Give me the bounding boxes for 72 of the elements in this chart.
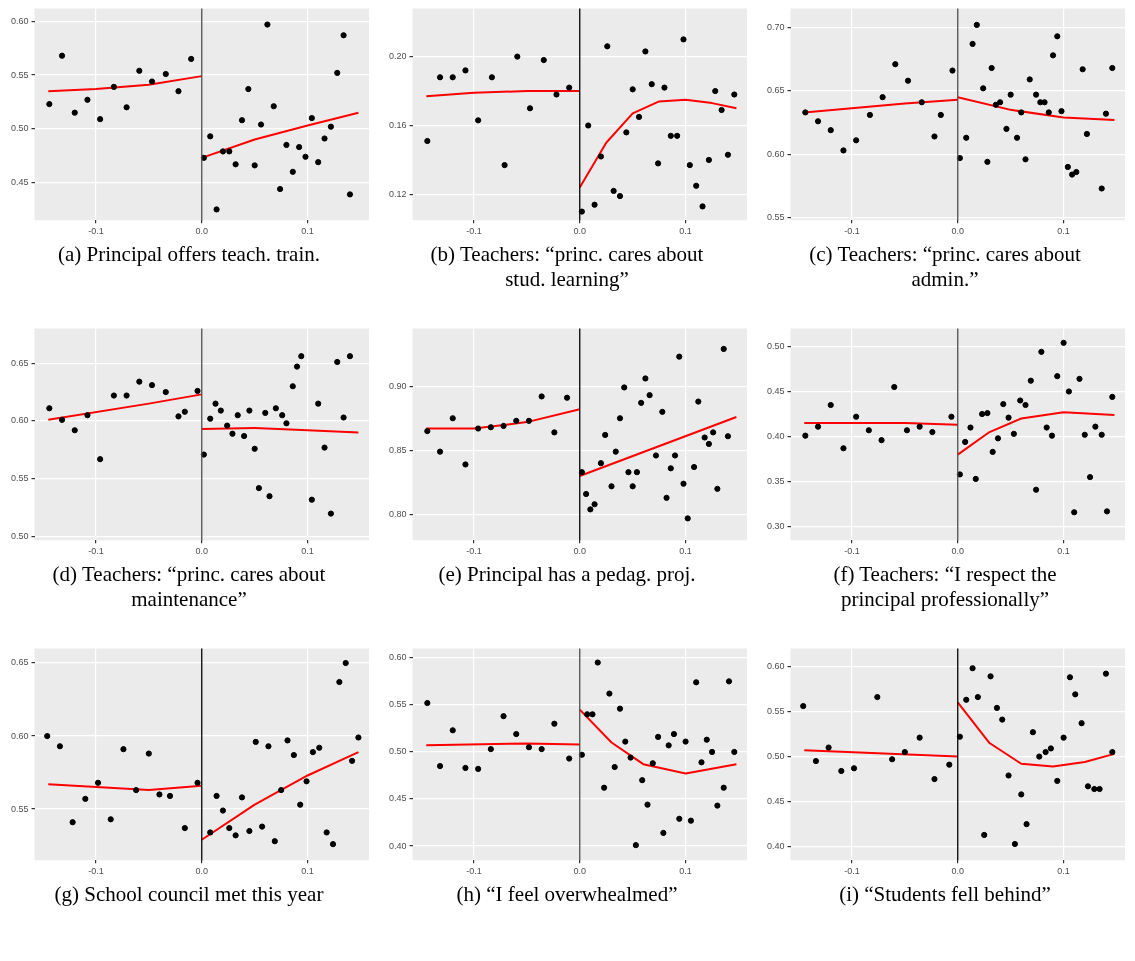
y-tick-label: 0.55 bbox=[10, 473, 29, 484]
y-tick-label: 0.55 bbox=[766, 212, 785, 223]
y-tick-label: 0.45 bbox=[766, 796, 785, 807]
text: (g) School council met this year bbox=[53, 882, 325, 907]
x-tick-label: 0.1 bbox=[301, 546, 314, 557]
x-tick-label: 0.0 bbox=[195, 866, 209, 877]
x-tick-label: -0.1 bbox=[88, 866, 104, 877]
y-tick-label: 0.50 bbox=[766, 751, 785, 762]
y-tick-label: 0.60 bbox=[766, 148, 785, 159]
x-tick-label: 0.0 bbox=[951, 226, 965, 237]
y-tick-label: 0.16 bbox=[388, 119, 407, 130]
x-tick-label: -0.1 bbox=[466, 546, 482, 557]
y-tick-label: 0.60 bbox=[10, 15, 29, 26]
x-tick-label: -0.1 bbox=[844, 226, 860, 237]
text: (f) Teachers: “I respect the principal professionally” bbox=[832, 562, 1058, 612]
x-tick-label: 0.1 bbox=[1057, 226, 1070, 237]
y-tick-label: 0.65 bbox=[10, 657, 29, 668]
x-tick-label: -0.1 bbox=[844, 866, 860, 877]
x-tick-label: -0.1 bbox=[466, 866, 482, 877]
y-tick-label: 0.30 bbox=[766, 521, 785, 532]
y-tick-label: 0.50 bbox=[10, 531, 29, 542]
y-tick-label: 0.90 bbox=[388, 380, 407, 391]
y-tick-label: 0.40 bbox=[766, 431, 785, 442]
y-tick-label: 0.65 bbox=[10, 357, 29, 368]
text: (i) “Students fell behind” bbox=[838, 882, 1052, 907]
y-tick-label: 0.50 bbox=[388, 746, 407, 757]
x-tick-label: 0.1 bbox=[1057, 866, 1070, 877]
x-tick-label: -0.1 bbox=[466, 226, 482, 237]
x-tick-label: 0.1 bbox=[301, 866, 314, 877]
y-tick-label: 0.70 bbox=[766, 21, 785, 32]
text: (h) “I feel overwhealmed” bbox=[455, 882, 679, 907]
text: (c) Teachers: “princ. cares about admin.” bbox=[808, 242, 1082, 292]
y-tick-label: 0.50 bbox=[10, 123, 29, 134]
x-tick-label: 0.1 bbox=[301, 226, 314, 237]
text: (b) Teachers: “princ. cares about stud. learning” bbox=[429, 242, 705, 292]
y-tick-label: 0.60 bbox=[10, 730, 29, 741]
text: (d) Teachers: “princ. cares about maintenance” bbox=[51, 562, 327, 612]
y-tick-label: 0.40 bbox=[388, 840, 407, 851]
y-tick-label: 0.45 bbox=[766, 385, 785, 396]
x-tick-label: -0.1 bbox=[844, 546, 860, 557]
y-tick-label: 0.60 bbox=[10, 415, 29, 426]
y-tick-label: 0.60 bbox=[766, 660, 785, 671]
y-tick-label: 0.80 bbox=[388, 509, 407, 520]
x-tick-label: 0.0 bbox=[573, 866, 587, 877]
x-tick-label: 0.0 bbox=[195, 226, 209, 237]
y-tick-label: 0.85 bbox=[388, 444, 407, 455]
y-tick-label: 0.65 bbox=[766, 85, 785, 96]
x-tick-label: 0.1 bbox=[679, 866, 692, 877]
y-tick-label: 0.20 bbox=[388, 51, 407, 62]
y-tick-label: 0.55 bbox=[766, 705, 785, 716]
text: (a) Principal offers teach. train. bbox=[57, 242, 321, 267]
x-tick-label: 0.0 bbox=[573, 546, 587, 557]
y-tick-label: 0.55 bbox=[10, 69, 29, 80]
y-tick-label: 0.12 bbox=[388, 188, 407, 199]
y-tick-label: 0.45 bbox=[388, 793, 407, 804]
x-tick-label: 0.0 bbox=[195, 546, 209, 557]
x-tick-label: -0.1 bbox=[88, 546, 104, 557]
x-tick-label: 0.1 bbox=[679, 546, 692, 557]
x-tick-label: 0.0 bbox=[951, 866, 965, 877]
y-tick-label: 0.35 bbox=[766, 476, 785, 487]
x-tick-label: 0.0 bbox=[573, 226, 587, 237]
x-tick-label: 0.1 bbox=[679, 226, 692, 237]
y-tick-label: 0.60 bbox=[388, 652, 407, 663]
x-tick-label: 0.0 bbox=[951, 546, 965, 557]
x-tick-label: -0.1 bbox=[88, 226, 104, 237]
y-tick-label: 0.55 bbox=[388, 699, 407, 710]
y-tick-label: 0.55 bbox=[10, 803, 29, 814]
y-tick-label: 0.50 bbox=[766, 340, 785, 351]
x-tick-label: 0.1 bbox=[1057, 546, 1070, 557]
y-tick-label: 0.45 bbox=[10, 177, 29, 188]
y-tick-label: 0.40 bbox=[766, 841, 785, 852]
text: (e) Principal has a pedag. proj. bbox=[437, 562, 697, 587]
